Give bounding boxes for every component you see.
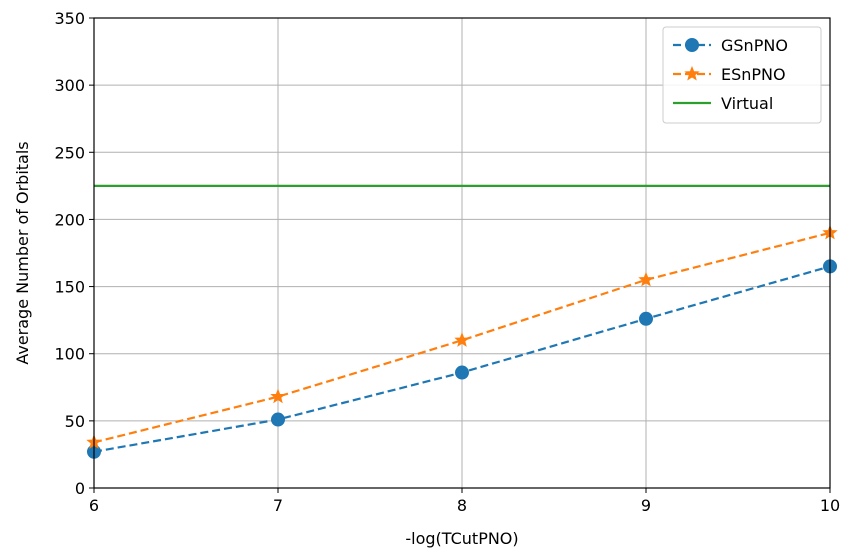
data-point-gsnpno bbox=[271, 412, 285, 427]
x-tick-label: 6 bbox=[89, 496, 99, 515]
legend-box bbox=[662, 26, 822, 124]
y-tick-label: 300 bbox=[54, 76, 85, 95]
legend-label: ESnPNO bbox=[721, 65, 786, 84]
x-tick-label: 10 bbox=[820, 496, 840, 515]
data-point-esnpno bbox=[454, 332, 470, 347]
legend: GSnPNO ESnPNO Virtual bbox=[662, 26, 822, 124]
data-point-gsnpno bbox=[455, 365, 469, 380]
y-tick-label: 150 bbox=[54, 278, 85, 297]
legend-item-esnpno: ESnPNO bbox=[673, 65, 786, 84]
legend-label: GSnPNO bbox=[721, 36, 788, 55]
legend-marker bbox=[685, 38, 699, 52]
y-tick-label: 50 bbox=[65, 412, 85, 431]
y-tick-label: 100 bbox=[54, 345, 85, 364]
x-tick-label: 8 bbox=[457, 496, 467, 515]
y-axis-ticks: 0 50 100 150 200 250 300 350 bbox=[54, 9, 94, 498]
legend-item-virtual: Virtual bbox=[673, 94, 773, 113]
y-tick-label: 350 bbox=[54, 9, 85, 28]
x-tick-label: 9 bbox=[641, 496, 651, 515]
legend-item-gsnpno: GSnPNO bbox=[673, 36, 788, 55]
legend-marker bbox=[684, 65, 700, 81]
y-axis-label: Average Number of Orbitals bbox=[13, 141, 32, 364]
y-tick-label: 0 bbox=[75, 479, 85, 498]
data-point-gsnpno bbox=[639, 311, 653, 326]
data-point-esnpno bbox=[270, 388, 286, 404]
x-axis-label: -log(TCutPNO) bbox=[405, 529, 518, 548]
x-tick-label: 7 bbox=[273, 496, 283, 515]
y-tick-label: 200 bbox=[54, 210, 85, 229]
data-point-esnpno bbox=[638, 271, 654, 287]
x-axis-ticks: 6 7 8 9 10 bbox=[89, 488, 840, 515]
series-line-esnpno bbox=[93, 231, 831, 444]
y-tick-label: 250 bbox=[54, 143, 85, 162]
legend-label: Virtual bbox=[721, 94, 773, 113]
